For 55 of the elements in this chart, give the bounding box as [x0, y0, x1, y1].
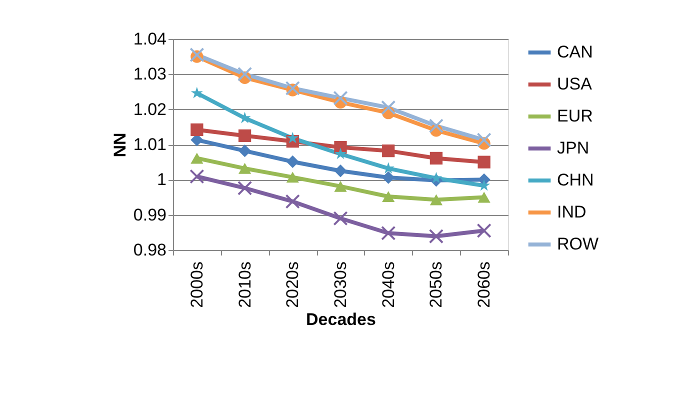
y-tick-label: 0.98: [133, 240, 166, 260]
point: [285, 80, 300, 96]
point: [286, 172, 299, 183]
point: [333, 211, 348, 226]
point: [190, 169, 204, 184]
y-tick-label: 1.02: [133, 100, 166, 119]
point: [334, 148, 347, 160]
x-tick-label: 2040s: [378, 262, 398, 308]
point: [334, 164, 347, 178]
y-tick-label: 1.01: [133, 135, 166, 154]
legend-label: IND: [557, 202, 586, 222]
point: [478, 192, 490, 203]
legend-label: JPN: [557, 138, 590, 158]
x-axis-title: Decades: [306, 310, 376, 329]
x-tick-label: 2020s: [283, 262, 302, 308]
point: [381, 226, 396, 240]
point: [238, 162, 252, 174]
y-tick-label: 0.99: [133, 205, 166, 224]
point: [430, 152, 443, 165]
point: [286, 132, 299, 144]
point: [190, 123, 204, 136]
x-tick-label: 2060s: [474, 262, 494, 308]
point: [428, 228, 444, 244]
point: [286, 155, 299, 168]
y-tick-label: 1: [157, 170, 166, 190]
point: [237, 180, 252, 196]
point: [333, 90, 348, 106]
point: [381, 100, 396, 115]
legend-label: USA: [557, 74, 593, 94]
point: [430, 194, 443, 206]
legend-label: CAN: [557, 42, 593, 62]
x-tick-label: 2010s: [235, 262, 254, 308]
point: [334, 180, 347, 192]
legend-label: CHN: [557, 170, 594, 190]
point: [382, 171, 395, 184]
point: [382, 191, 395, 202]
point: [382, 144, 395, 158]
point: [190, 152, 204, 164]
y-axis-title: NN: [110, 132, 130, 158]
point: [238, 144, 252, 158]
legend-label: ROW: [557, 234, 599, 254]
y-tick-label: 1.04: [133, 30, 166, 48]
x-tick-label: 2000s: [187, 262, 206, 308]
point: [238, 129, 252, 142]
point: [285, 194, 300, 209]
point: [478, 156, 490, 168]
point: [190, 86, 203, 98]
x-tick-label: 2050s: [426, 262, 446, 308]
point: [237, 66, 252, 82]
x-tick-label: 2030s: [331, 262, 350, 308]
y-tick-label: 1.03: [133, 64, 166, 84]
point: [476, 223, 492, 238]
point: [476, 132, 492, 148]
legend-label: EUR: [557, 106, 593, 126]
point: [428, 118, 444, 134]
